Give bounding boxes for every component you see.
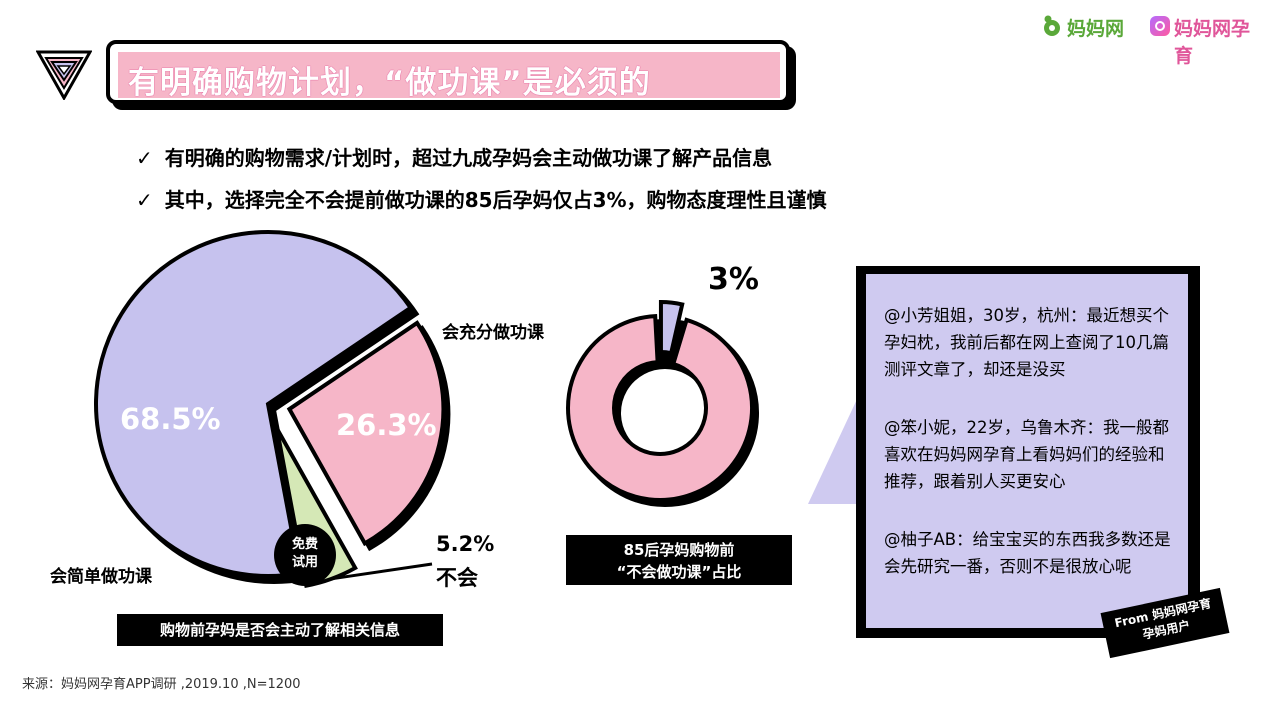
quote-panel	[862, 270, 1192, 632]
brand-logo-mamawang: 妈妈网	[1067, 18, 1125, 40]
pie-slice-simple	[94, 230, 414, 578]
badge-line-1: 免费	[291, 537, 318, 552]
bullet-1: ✓ 有明确的购物需求/计划时，超过九成孕妈会主动做功课了解产品信息	[136, 142, 772, 171]
speech-pointer	[808, 380, 866, 504]
checkmark-icon: ✓	[136, 188, 153, 212]
donut-slice-3pct	[658, 300, 685, 356]
pie-slice-full	[286, 320, 446, 547]
donut-slice-other	[566, 314, 754, 502]
data-label-full-pct: 26.3%	[336, 408, 437, 442]
bullet-2-text: 其中，选择完全不会提前做功课的85后孕妈仅占3%，购物态度理性且谨慎	[164, 188, 827, 212]
user-quote-1: @小芳姐姐，30岁，杭州：最近想买个孕妇枕，我前后都在网上查阅了10几篇测评文章…	[884, 306, 1169, 379]
user-quote-3: @柚子AB：给宝宝买的东西我多数还是会先研究一番，否则不是很放心呢	[884, 530, 1171, 576]
brand-logos: 妈妈网 妈妈网孕育	[1040, 12, 1260, 67]
title-highlight	[118, 52, 780, 98]
yunyu-logo-icon	[1150, 16, 1170, 36]
bullet-1-text: 有明确的购物需求/计划时，超过九成孕妈会主动做功课了解产品信息	[164, 146, 773, 170]
triangle-logo-icon	[36, 50, 92, 100]
bullet-2: ✓ 其中，选择完全不会提前做功课的85后孕妈仅占3%，购物态度理性且谨慎	[136, 184, 827, 213]
pie-caption: 购物前孕妈是否会主动了解相关信息	[117, 614, 443, 646]
data-label-none-pct: 5.2%	[436, 532, 495, 556]
user-quote-2: @笨小妮，22岁，乌鲁木齐：我一般都喜欢在妈妈网孕育上看妈妈们的经验和推荐，跟着…	[884, 418, 1169, 491]
brand-logo-yunyu: 妈妈网孕育	[1174, 18, 1251, 67]
donut-caption-line-1: 85后孕妈购物前	[623, 541, 735, 559]
leaf-logo-icon	[1044, 15, 1060, 36]
free-trial-badge[interactable]: 免费 试用	[274, 524, 336, 586]
category-label-full: 会充分做功课	[442, 323, 544, 343]
data-source-note: 来源：妈妈网孕育APP调研 ,2019.10 ,N=1200	[22, 677, 301, 692]
leader-line-none	[331, 562, 433, 581]
page-title: 有明确购物计划，“做功课”是必须的	[128, 65, 651, 101]
badge-line-2: 试用	[291, 555, 318, 570]
donut-data-label: 3%	[708, 262, 759, 297]
donut-caption-line-2: “不会做功课”占比	[616, 563, 742, 581]
category-label-none: 不会	[436, 566, 478, 590]
donut-caption: 85后孕妈购物前 “不会做功课”占比	[566, 535, 792, 585]
data-label-simple-pct: 68.5%	[120, 402, 221, 436]
checkmark-icon: ✓	[136, 146, 153, 170]
category-label-simple: 会简单做功课	[50, 567, 152, 587]
